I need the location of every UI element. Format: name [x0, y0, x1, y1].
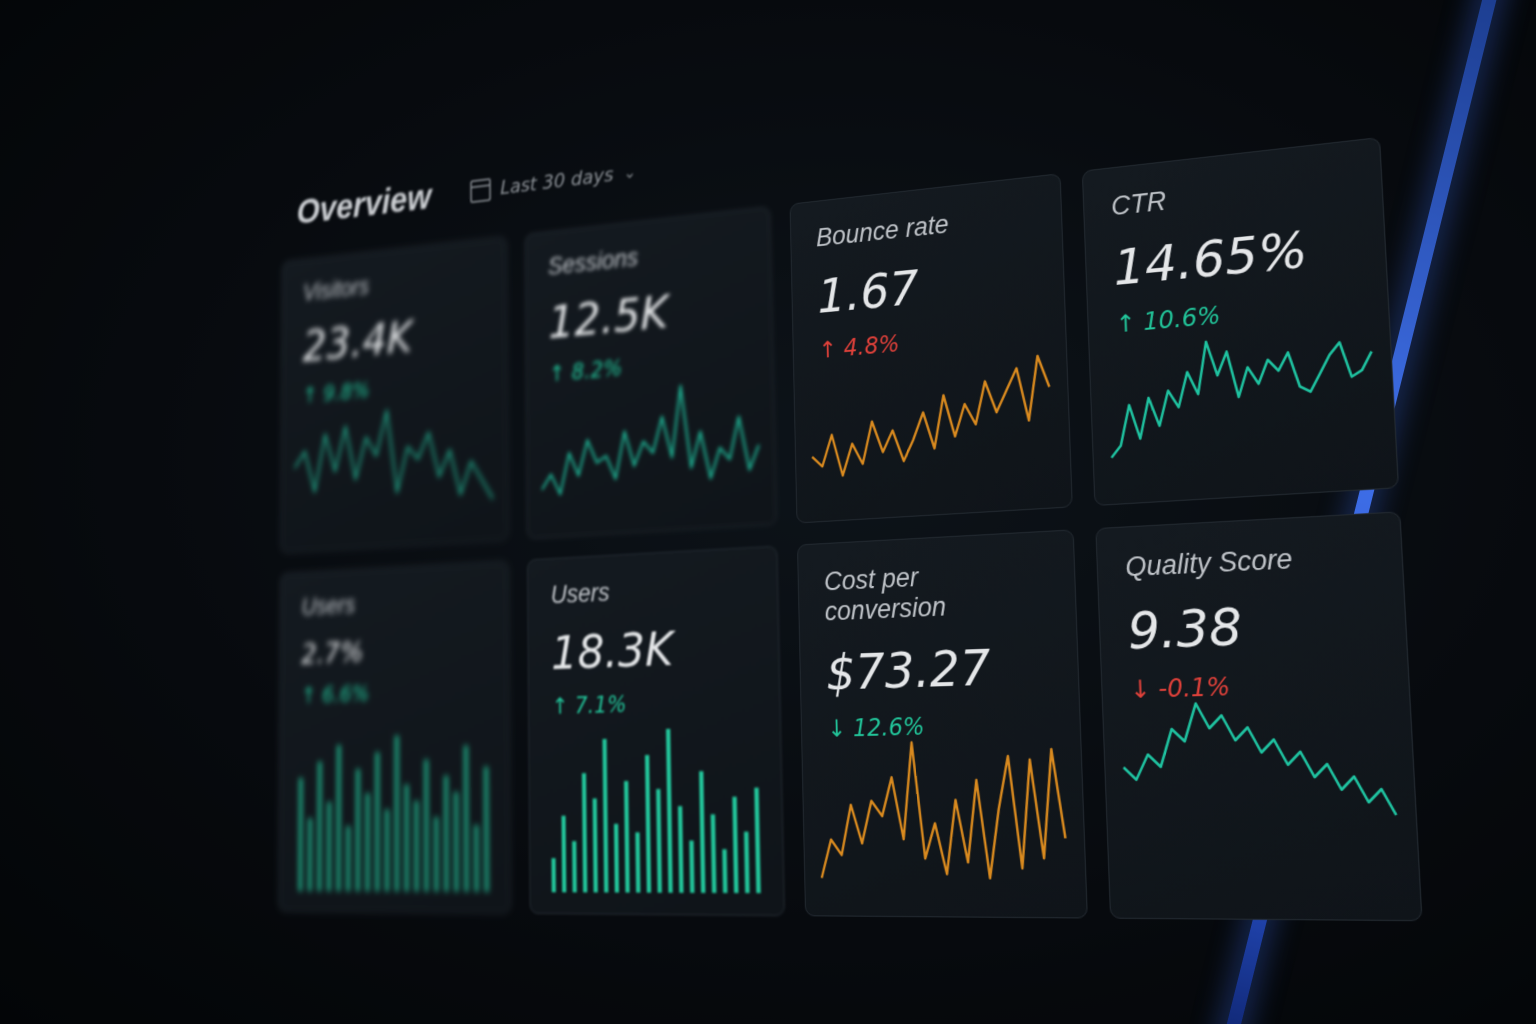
bar — [346, 826, 350, 891]
metric-value: 18.3K — [551, 618, 754, 681]
bar-chart-svg — [296, 733, 492, 892]
bar — [317, 761, 321, 891]
bar — [405, 784, 409, 891]
metric-value: 1.67 — [817, 248, 1037, 325]
metric-card-users-secondary[interactable]: Users 2.7% ↑ 6.6% — [278, 560, 511, 913]
bar — [677, 806, 683, 893]
bar — [689, 841, 694, 893]
bar — [656, 789, 662, 893]
sparkline-series — [294, 402, 492, 512]
metric-label: Cost per conversion — [824, 556, 1048, 627]
bar-chart-svg — [547, 727, 764, 894]
bar — [744, 832, 750, 893]
metric-card-users[interactable]: Users 18.3K ↑ 7.1% — [527, 546, 785, 916]
metric-label: Users — [301, 585, 485, 622]
sparkline — [541, 374, 759, 501]
metric-card-quality-score[interactable]: Quality Score 9.38 ↓ -0.1% — [1095, 511, 1423, 921]
sparkline — [810, 349, 1052, 483]
bar — [444, 775, 448, 891]
bar — [337, 745, 341, 891]
sparkline — [294, 396, 493, 517]
date-range-selector[interactable]: Last 30 days ⌄ — [470, 160, 636, 203]
sparkline-svg — [810, 349, 1052, 483]
metric-value: 14.65% — [1112, 215, 1356, 296]
bar — [385, 809, 389, 891]
bar — [414, 801, 418, 892]
metric-label: Quality Score — [1125, 539, 1372, 583]
bar — [732, 797, 738, 893]
metric-card-bounce-rate[interactable]: Bounce rate 1.67 ↑ 4.8% — [790, 173, 1073, 523]
metric-label: Bounce rate — [816, 200, 1034, 253]
bar — [722, 849, 727, 893]
bar — [327, 802, 331, 892]
metric-value: 2.7% — [301, 629, 485, 671]
bar — [624, 781, 630, 893]
metric-value: 12.5K — [548, 277, 747, 349]
metric-grid: Visitors 23.4K ↑ 9.8% Sessions 12.5K ↑ 8… — [278, 126, 1434, 922]
bar — [635, 832, 640, 892]
sparkline-series — [1121, 698, 1396, 817]
sparkline — [1120, 692, 1396, 824]
metric-delta: ↑ 6.6% — [301, 677, 486, 708]
sparkline-svg — [294, 396, 493, 517]
bar — [592, 798, 597, 892]
bar — [298, 778, 302, 891]
date-range-label: Last 30 days — [500, 163, 613, 199]
metric-card-cost-per-conversion[interactable]: Cost per conversion $73.27 ↓ 12.6% — [797, 529, 1087, 918]
sparkline-svg — [541, 374, 759, 501]
bar — [645, 755, 651, 893]
bar — [474, 825, 478, 892]
dashboard-screen: Overview Last 30 days ⌄ Visitors 23.4K ↑… — [277, 35, 1439, 1024]
sparkline-series — [810, 355, 1052, 477]
metric-card-ctr[interactable]: CTR 14.65% ↑ 10.6% — [1081, 137, 1399, 506]
bar — [356, 769, 360, 892]
sparkline-svg — [1120, 692, 1396, 824]
bar — [710, 814, 716, 893]
metric-value: 23.4K — [303, 304, 485, 372]
bar — [395, 735, 399, 891]
bar — [551, 858, 555, 892]
metric-label: Visitors — [303, 260, 484, 306]
bar — [614, 824, 619, 893]
page-title: Overview — [297, 177, 432, 232]
bar — [424, 759, 428, 891]
bar — [754, 788, 760, 894]
sparkline — [819, 732, 1068, 887]
sparkline-series — [819, 739, 1067, 878]
bar — [484, 767, 489, 892]
bar — [581, 773, 586, 892]
bar — [602, 739, 608, 893]
metric-value: 9.38 — [1127, 591, 1376, 661]
metric-delta: ↑ 7.1% — [552, 687, 755, 719]
bar — [454, 792, 458, 892]
metric-label: Sessions — [548, 232, 746, 281]
bar-chart — [547, 727, 764, 894]
bar — [666, 729, 673, 893]
bar-chart — [296, 733, 492, 892]
sparkline-series — [541, 379, 759, 495]
sparkline-svg — [819, 732, 1068, 887]
metric-label: Users — [551, 571, 753, 610]
bar — [308, 818, 312, 891]
sparkline-series — [1107, 328, 1376, 458]
metric-card-sessions[interactable]: Sessions 12.5K ↑ 8.2% — [524, 206, 777, 539]
metric-card-visitors[interactable]: Visitors 23.4K ↑ 9.8% — [280, 236, 508, 554]
sparkline-svg — [1107, 322, 1376, 464]
bar — [366, 793, 370, 891]
bar — [572, 841, 577, 892]
metric-value: $73.27 — [826, 636, 1051, 701]
bar — [699, 771, 705, 893]
bar — [375, 752, 379, 891]
sparkline — [1107, 322, 1376, 464]
bar — [561, 816, 566, 893]
chevron-down-icon: ⌄ — [623, 162, 636, 182]
bar — [464, 745, 469, 892]
bar — [434, 817, 438, 892]
calendar-icon — [470, 178, 491, 203]
metric-label: CTR — [1111, 166, 1353, 222]
